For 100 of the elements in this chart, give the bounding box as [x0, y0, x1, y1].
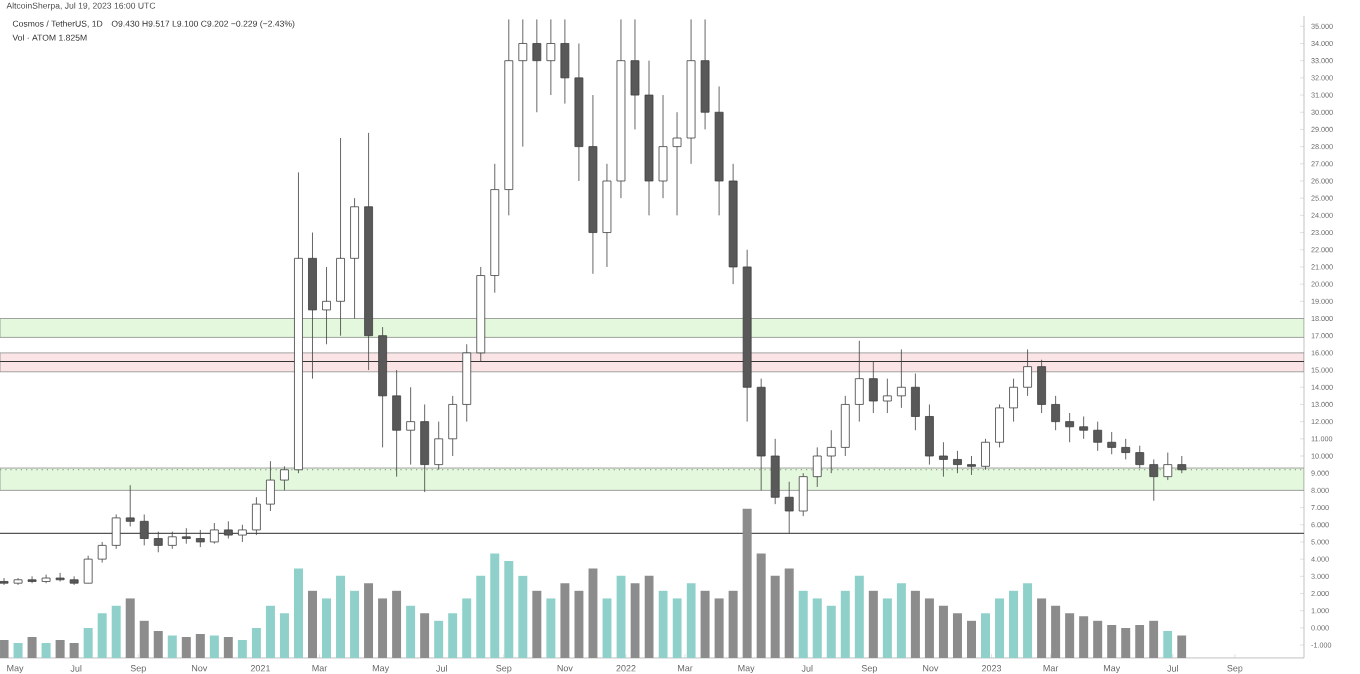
bar: [462, 598, 472, 658]
bar: [882, 598, 892, 658]
bar: [476, 575, 486, 658]
candlestick: [826, 429, 836, 474]
bar: [0, 640, 9, 658]
bar: [1107, 625, 1117, 658]
candlestick: [97, 541, 107, 563]
bar: [952, 613, 962, 658]
candlestick: [967, 455, 976, 476]
candlestick: [995, 404, 1004, 448]
bar: [125, 598, 135, 658]
bar: [1135, 625, 1145, 658]
bar: [378, 598, 388, 658]
candlestick: [406, 386, 416, 466]
bar: [1079, 616, 1089, 658]
bar: [265, 605, 275, 658]
candlestick: [939, 441, 948, 478]
candlestick: [1149, 459, 1159, 502]
candlestick: [336, 137, 345, 337]
candlestick: [252, 496, 261, 536]
candlestick: [672, 111, 682, 216]
candlestick: [854, 340, 864, 423]
bar: [434, 620, 444, 658]
candlestick: [0, 577, 9, 586]
bar: [644, 575, 654, 658]
bar: [1009, 590, 1019, 658]
candlestick: [868, 361, 878, 414]
bar: [167, 635, 177, 658]
bar: [13, 643, 23, 658]
bar: [195, 634, 205, 658]
candlestick: [518, 19, 528, 148]
bar: [153, 631, 163, 658]
candlestick: [798, 472, 808, 517]
bar: [896, 583, 906, 658]
candlestick: [1135, 445, 1145, 469]
bar: [798, 590, 808, 658]
bar: [490, 553, 500, 658]
bar: [41, 643, 51, 658]
bar: [420, 613, 430, 658]
bar: [742, 508, 752, 658]
candlestick: [448, 395, 458, 457]
candlestick: [1107, 431, 1117, 455]
bar: [279, 613, 289, 658]
candlestick: [280, 465, 289, 491]
candlestick: [840, 395, 850, 457]
candlestick: [1009, 378, 1018, 423]
candlestick: [1121, 438, 1131, 460]
bar: [350, 590, 360, 658]
bar: [658, 590, 668, 658]
bar: [1177, 635, 1187, 658]
bar: [1037, 598, 1047, 658]
candlestick: [55, 572, 65, 582]
bar: [83, 628, 93, 658]
bar: [518, 575, 528, 658]
candlestick: [1079, 416, 1089, 440]
bar: [111, 605, 121, 658]
bar: [293, 568, 303, 658]
candlestick: [770, 438, 780, 505]
bar: [700, 590, 710, 658]
bar: [995, 598, 1005, 658]
candlestick: [420, 404, 430, 493]
bar: [209, 635, 219, 658]
bar: [756, 553, 766, 658]
candlestick: [1051, 395, 1061, 431]
candlestick: [658, 94, 668, 199]
bar: [55, 640, 65, 658]
bar: [1093, 620, 1103, 658]
candlestick: [111, 514, 121, 550]
candlestick: [27, 575, 37, 584]
candlestick: [910, 373, 920, 431]
candlestick: [532, 19, 542, 113]
bar: [686, 583, 696, 658]
bar: [1121, 628, 1131, 658]
bar: [139, 620, 149, 658]
candlestick: [882, 378, 892, 414]
bar: [910, 590, 920, 658]
bar: [924, 598, 934, 658]
candlestick: [1163, 452, 1173, 481]
candlestick: [322, 266, 331, 345]
bar: [322, 598, 332, 658]
bar: [1051, 605, 1061, 658]
bar: [1023, 583, 1033, 658]
bar: [728, 590, 738, 658]
bar: [504, 560, 514, 658]
candlestick: [896, 349, 906, 409]
bar: [854, 575, 864, 658]
candlestick: [434, 421, 444, 471]
bar: [181, 637, 191, 658]
bar: [981, 613, 991, 658]
bar: [868, 590, 878, 658]
candlestick: [125, 484, 135, 527]
candlestick: [546, 19, 556, 96]
bar: [69, 643, 79, 658]
candlestick: [812, 447, 822, 488]
bar: [938, 605, 948, 658]
bar: [812, 598, 822, 658]
bar: [826, 605, 836, 658]
candlestick: [392, 369, 402, 478]
candlestick: [560, 19, 570, 105]
candlestick: [1023, 349, 1032, 397]
